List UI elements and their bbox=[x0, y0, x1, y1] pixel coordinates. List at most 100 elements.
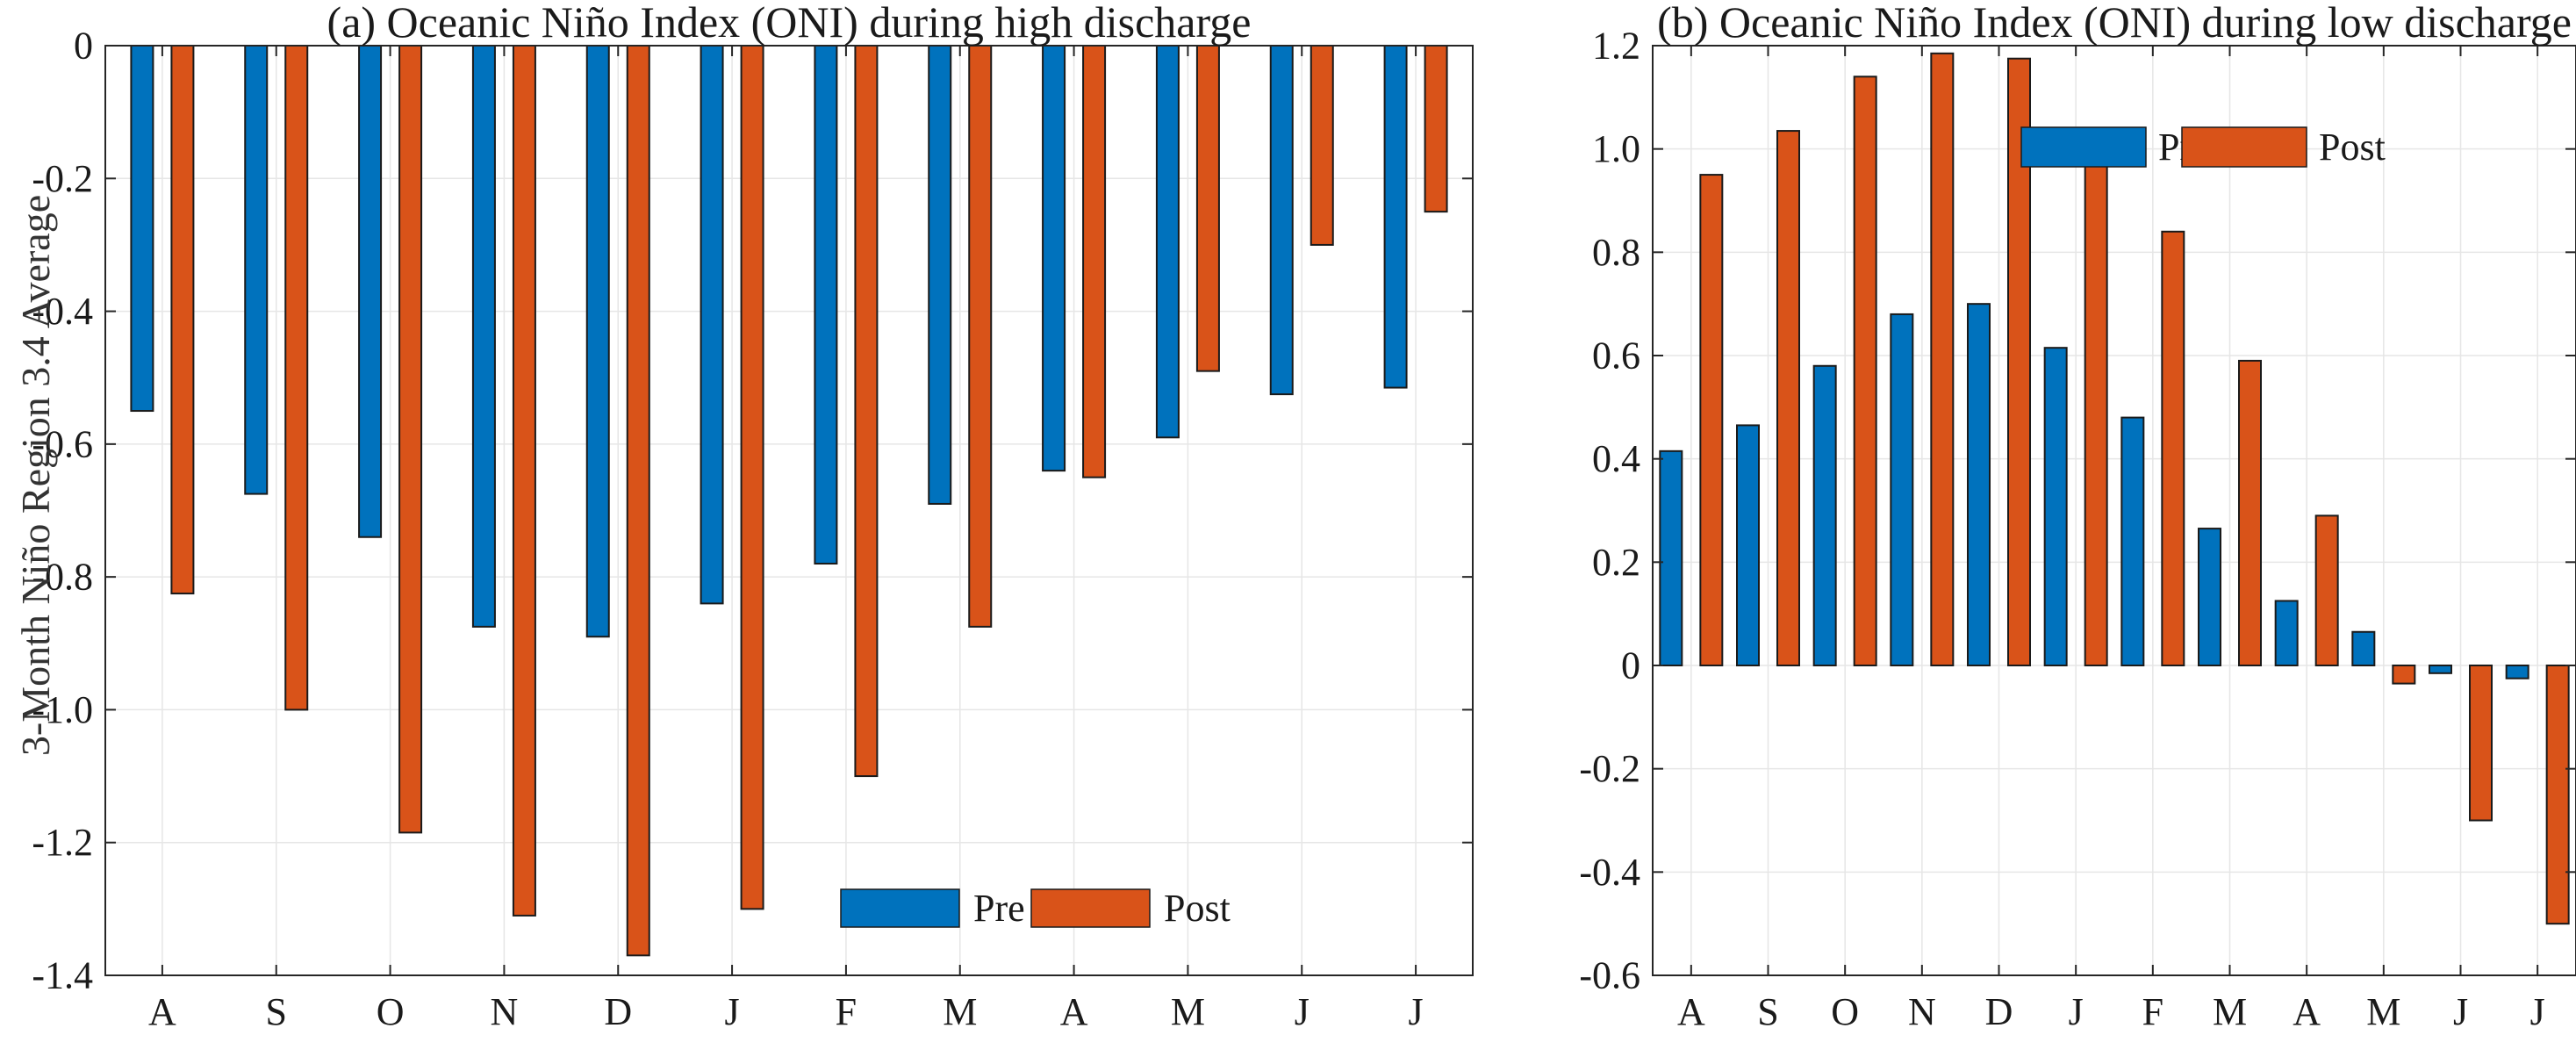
y-tick-label: -1.4 bbox=[32, 954, 93, 997]
x-tick-label: D bbox=[604, 990, 632, 1033]
bar-pre-0 bbox=[130, 45, 154, 413]
bar-pre-10 bbox=[1269, 45, 1294, 396]
bar-post-7 bbox=[2238, 359, 2262, 666]
bar-pre-10 bbox=[2429, 665, 2452, 674]
bar-pre-5 bbox=[2043, 347, 2068, 666]
x-tick-label: O bbox=[1831, 990, 1859, 1033]
bar-pre-1 bbox=[1736, 424, 1760, 666]
x-tick-label: D bbox=[1985, 990, 2013, 1033]
x-tick-label: J bbox=[1409, 990, 1424, 1033]
bar-post-0 bbox=[170, 45, 195, 595]
bars bbox=[130, 45, 1448, 957]
bar-post-10 bbox=[2469, 665, 2493, 822]
legend-swatch-pre bbox=[840, 888, 960, 928]
bar-pre-9 bbox=[1155, 45, 1180, 439]
legend: Pre Post bbox=[2020, 126, 2386, 169]
bar-post-11 bbox=[1424, 45, 1448, 213]
bar-pre-7 bbox=[2198, 528, 2221, 667]
x-tick-label: J bbox=[2069, 990, 2084, 1033]
x-tick-label: M bbox=[943, 990, 977, 1033]
x-tick-label: F bbox=[836, 990, 857, 1033]
x-tick-label: J bbox=[2453, 990, 2468, 1033]
bar-pre-11 bbox=[2505, 665, 2529, 680]
y-tick-label: -0.4 bbox=[32, 290, 93, 333]
bar-post-9 bbox=[2392, 665, 2416, 685]
bar-pre-3 bbox=[1890, 313, 1914, 666]
y-tick-label: -0.6 bbox=[1579, 954, 1640, 997]
x-tick-label: J bbox=[1295, 990, 1310, 1033]
bar-post-6 bbox=[854, 45, 879, 778]
bar-post-7 bbox=[968, 45, 993, 628]
y-tick-label: 0.4 bbox=[1592, 437, 1640, 480]
legend-label-pre: Pre bbox=[973, 887, 1025, 930]
legend-swatch-pre bbox=[2020, 126, 2147, 168]
bar-post-2 bbox=[1853, 76, 1877, 667]
y-tick-label: 0 bbox=[1621, 644, 1640, 687]
chart-panel-low-discharge: 1.2 1.0 0.8 0.6 0.4 0.2 0 -0.2 -0.4 -0.6 A S O N D J F M… bbox=[1579, 0, 2576, 1033]
x-tick-label: A bbox=[1060, 990, 1088, 1033]
y-tick-label: 0.8 bbox=[1592, 231, 1640, 274]
x-tick-label: O bbox=[377, 990, 405, 1033]
chart-panel-high-discharge: 0 -0.2 -0.4 -0.6 -0.8 -1.0 -1.2 -1.4 A S O N D J F M A M… bbox=[13, 0, 1474, 1033]
bar-pre-8 bbox=[1042, 45, 1066, 472]
x-tick-label: N bbox=[491, 990, 519, 1033]
plot-area-background bbox=[105, 46, 1473, 975]
legend: Pre Post bbox=[840, 887, 1231, 930]
bar-pre-7 bbox=[928, 45, 952, 505]
bar-post-8 bbox=[2314, 514, 2339, 667]
bar-pre-6 bbox=[2120, 416, 2145, 666]
legend-label-post: Post bbox=[2319, 126, 2386, 169]
x-tick-label: M bbox=[1171, 990, 1205, 1033]
bar-post-5 bbox=[2084, 130, 2108, 666]
y-tick-label: -0.6 bbox=[32, 422, 93, 465]
bar-pre-0 bbox=[1659, 449, 1683, 667]
y-tick-label: -1.0 bbox=[32, 688, 93, 731]
y-axis-label: 3-Month Niño Region 3.4 Average bbox=[13, 195, 58, 756]
y-tick-label: -1.2 bbox=[32, 821, 93, 864]
y-tick-label: 1.2 bbox=[1592, 25, 1640, 68]
bar-pre-2 bbox=[358, 45, 383, 538]
legend-swatch-post bbox=[2181, 126, 2307, 168]
y-tick-label: -0.4 bbox=[1579, 851, 1640, 894]
x-tick-label: J bbox=[725, 990, 740, 1033]
bar-pre-8 bbox=[2274, 600, 2299, 666]
x-tick-label: N bbox=[1908, 990, 1936, 1033]
gridlines bbox=[1653, 45, 2576, 976]
x-tick-label: J bbox=[2530, 990, 2545, 1033]
legend-swatch-post bbox=[1030, 888, 1151, 928]
y-tick-label: 1.0 bbox=[1592, 127, 1640, 170]
bar-post-3 bbox=[512, 45, 536, 917]
y-tick-label: 0.2 bbox=[1592, 541, 1640, 584]
x-tick-label: S bbox=[266, 990, 287, 1033]
bar-pre-4 bbox=[585, 45, 610, 638]
bar-post-2 bbox=[398, 45, 423, 834]
bar-post-4 bbox=[626, 45, 650, 957]
bar-post-3 bbox=[1930, 52, 1955, 666]
bar-pre-9 bbox=[2351, 630, 2376, 667]
bar-pre-4 bbox=[1967, 303, 1991, 666]
x-tick-label: F bbox=[2142, 990, 2163, 1033]
y-axis-ticks: 1.2 1.0 0.8 0.6 0.4 0.2 0 -0.2 -0.4 -0.6 bbox=[1579, 25, 2576, 997]
x-tick-label: A bbox=[2293, 990, 2321, 1033]
x-tick-label: A bbox=[1677, 990, 1705, 1033]
bar-pre-6 bbox=[814, 45, 838, 565]
y-tick-label: -0.8 bbox=[32, 556, 93, 599]
bar-pre-1 bbox=[244, 45, 269, 495]
x-tick-label: M bbox=[2366, 990, 2400, 1033]
bar-post-1 bbox=[1776, 130, 1800, 666]
y-tick-label: -0.2 bbox=[32, 157, 93, 200]
bar-pre-3 bbox=[471, 45, 496, 628]
bar-post-1 bbox=[284, 45, 309, 711]
bar-post-5 bbox=[740, 45, 764, 910]
bar-pre-11 bbox=[1383, 45, 1408, 389]
plot-frame bbox=[104, 45, 1474, 976]
bar-post-10 bbox=[1310, 45, 1334, 246]
bar-post-9 bbox=[1195, 45, 1220, 372]
x-tick-label: A bbox=[148, 990, 176, 1033]
x-tick-label: S bbox=[1757, 990, 1778, 1033]
y-axis-ticks: 0 -0.2 -0.4 -0.6 -0.8 -1.0 -1.2 -1.4 bbox=[32, 25, 1473, 997]
bar-pre-2 bbox=[1812, 364, 1837, 666]
bar-post-0 bbox=[1699, 174, 1724, 667]
x-tick-label: M bbox=[2213, 990, 2247, 1033]
